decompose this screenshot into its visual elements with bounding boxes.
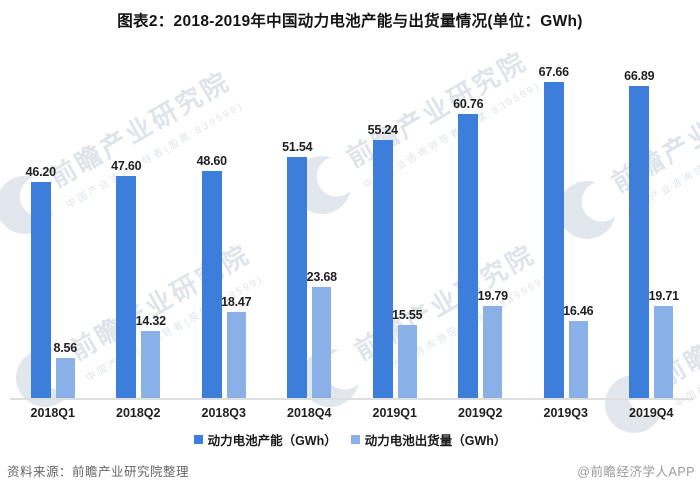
bar-column: 60.76 bbox=[453, 97, 484, 398]
bar-column: 14.32 bbox=[136, 314, 166, 398]
value-label: 18.47 bbox=[221, 295, 252, 309]
bar-group: 67.66 16.46 bbox=[539, 65, 594, 398]
legend-marker-capacity-icon bbox=[193, 435, 203, 444]
bar-column: 8.56 bbox=[53, 341, 78, 398]
bar bbox=[141, 331, 161, 398]
legend: 动力电池产能（GWh） 动力电池出货量（GWh） bbox=[0, 430, 700, 449]
bar-column: 67.66 bbox=[539, 65, 569, 398]
x-axis-label: 2019Q4 bbox=[629, 406, 674, 420]
bar bbox=[312, 287, 332, 398]
legend-item-capacity: 动力电池产能（GWh） bbox=[193, 430, 337, 449]
bar-column: 19.79 bbox=[478, 289, 508, 398]
plot-area: 46.20 8.56 47.60 14.32 48.60 18.47 51.54 23.68 5… bbox=[10, 60, 694, 400]
legend-label-capacity: 动力电池产能（GWh） bbox=[207, 434, 337, 448]
bar-group: 60.76 19.79 bbox=[453, 97, 508, 398]
bar-column: 55.24 bbox=[368, 123, 398, 398]
bar-column: 66.89 bbox=[624, 69, 655, 398]
bar bbox=[201, 171, 222, 398]
bar bbox=[372, 140, 393, 398]
bar-column: 19.71 bbox=[649, 289, 679, 398]
value-label: 16.46 bbox=[563, 304, 594, 318]
value-label: 51.54 bbox=[282, 140, 313, 154]
bar-column: 51.54 bbox=[282, 140, 313, 398]
value-label: 8.56 bbox=[53, 341, 78, 355]
bar-column: 18.47 bbox=[221, 295, 252, 398]
footer: 资料来源：前瞻产业研究院整理 @前瞻经济学人APP bbox=[7, 461, 695, 480]
bar-group: 66.89 19.71 bbox=[624, 69, 679, 398]
bar-group: 48.60 18.47 bbox=[197, 154, 252, 398]
value-label: 60.76 bbox=[453, 97, 484, 111]
value-label: 19.79 bbox=[477, 289, 508, 303]
x-axis-label: 2018Q4 bbox=[287, 406, 332, 420]
credit-note: @前瞻经济学人APP bbox=[577, 465, 695, 479]
chart-title: 图表2：2018-2019年中国动力电池产能与出货量情况(单位：GWh) bbox=[117, 13, 583, 30]
x-axis-label: 2019Q1 bbox=[372, 406, 417, 420]
value-label: 19.71 bbox=[648, 289, 679, 303]
bar-column: 16.46 bbox=[563, 304, 594, 398]
value-label: 15.55 bbox=[392, 308, 423, 322]
legend-item-shipments: 动力电池出货量（GWh） bbox=[350, 430, 507, 449]
bar bbox=[30, 182, 51, 398]
value-label: 23.68 bbox=[306, 270, 337, 284]
x-axis-label: 2019Q2 bbox=[458, 406, 503, 420]
bar-column: 48.60 bbox=[197, 154, 227, 398]
bar-column: 47.60 bbox=[111, 159, 142, 398]
bar-column: 46.20 bbox=[26, 165, 56, 398]
bar bbox=[543, 82, 564, 398]
value-label: 67.66 bbox=[538, 65, 569, 79]
value-label: 47.60 bbox=[111, 159, 142, 173]
bar bbox=[654, 306, 674, 398]
bar bbox=[458, 114, 479, 398]
x-axis-label: 2018Q3 bbox=[201, 406, 246, 420]
bar bbox=[397, 325, 417, 398]
bar bbox=[629, 86, 650, 398]
x-axis-label: 2018Q2 bbox=[116, 406, 161, 420]
bar bbox=[568, 321, 588, 398]
bar-group: 46.20 8.56 bbox=[26, 165, 78, 398]
legend-marker-shipments-icon bbox=[350, 435, 360, 444]
legend-label-shipments: 动力电池出货量（GWh） bbox=[364, 434, 507, 448]
value-label: 55.24 bbox=[367, 123, 398, 137]
bar-column: 15.55 bbox=[392, 308, 423, 398]
value-label: 46.20 bbox=[25, 165, 56, 179]
bar bbox=[287, 157, 308, 398]
source-note: 资料来源：前瞻产业研究院整理 bbox=[7, 465, 190, 479]
value-label: 14.32 bbox=[135, 314, 166, 328]
bar bbox=[116, 176, 137, 398]
bar-column: 23.68 bbox=[307, 270, 337, 398]
bar bbox=[226, 312, 246, 398]
bar-group: 47.60 14.32 bbox=[111, 159, 166, 398]
bar-group: 55.24 15.55 bbox=[368, 123, 423, 398]
value-label: 48.60 bbox=[196, 154, 227, 168]
x-axis-label: 2018Q1 bbox=[30, 406, 75, 420]
bar bbox=[55, 358, 75, 398]
bar-group: 51.54 23.68 bbox=[282, 140, 337, 398]
x-axis-label: 2019Q3 bbox=[543, 406, 588, 420]
x-axis: 2018Q1 2018Q2 2018Q3 2018Q4 2019Q1 2019Q2 2019… bbox=[10, 402, 694, 420]
value-label: 66.89 bbox=[624, 69, 655, 83]
bar bbox=[483, 306, 503, 398]
